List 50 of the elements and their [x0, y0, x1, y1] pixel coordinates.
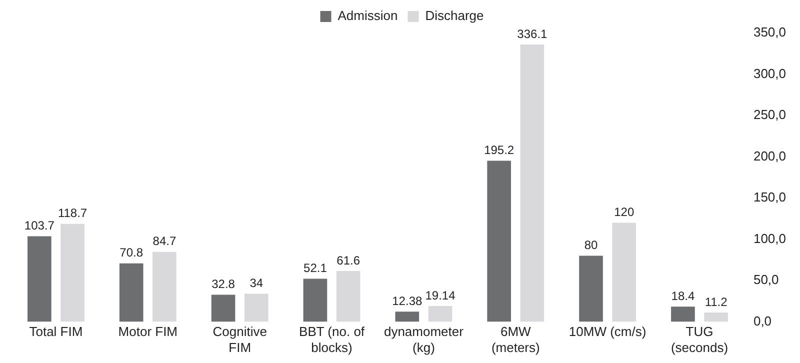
- y-tick-label: 50,0: [753, 272, 779, 288]
- data-label: 34: [250, 276, 264, 290]
- x-tick-label: BBT (no. of blocks): [299, 324, 365, 355]
- data-label: 12.38: [392, 294, 422, 308]
- bar: [395, 312, 420, 322]
- bar: [211, 294, 236, 322]
- data-label: 11.2: [704, 294, 728, 309]
- bar: [119, 263, 144, 322]
- bar: [671, 306, 695, 322]
- x-tick-label: 10MW (cm/s): [568, 324, 646, 340]
- x-tick-label: dynamometer (kg): [384, 324, 464, 355]
- bar: [28, 236, 52, 322]
- y-tick-label: 0,0: [753, 313, 772, 328]
- data-label: 80: [584, 238, 598, 252]
- x-tick-label: Cognitive FIM: [212, 324, 267, 355]
- data-label: 61.6: [336, 253, 360, 268]
- data-label: 195.2: [484, 143, 514, 158]
- bar: [336, 270, 360, 322]
- x-tick-label: TUG (seconds): [670, 324, 728, 355]
- bar: [704, 312, 728, 322]
- bar: [612, 222, 636, 322]
- data-label: 19.14: [425, 288, 456, 302]
- data-label: 32.8: [212, 277, 236, 292]
- y-tick-label: 200,0: [753, 148, 786, 164]
- bar: [579, 256, 603, 322]
- legend-label: Discharge: [425, 8, 484, 24]
- x-tick-label: 6MW (meters): [491, 324, 540, 355]
- y-tick-label: 150,0: [753, 190, 786, 205]
- x-tick-label: Motor FIM: [118, 324, 178, 340]
- bar: [303, 278, 328, 322]
- x-tick-label: Total FIM: [29, 324, 83, 340]
- bar: [60, 224, 84, 322]
- data-label: 52.1: [304, 261, 328, 276]
- data-label: 336.1: [517, 26, 548, 41]
- data-label: 84.7: [152, 234, 176, 248]
- data-label: 18.4: [671, 288, 695, 303]
- data-label: 120: [614, 205, 634, 220]
- data-label: 118.7: [58, 206, 88, 220]
- bar: [428, 306, 452, 322]
- y-tick-label: 300,0: [753, 66, 786, 81]
- data-label: 103.7: [24, 218, 55, 233]
- y-tick-label: 100,0: [753, 230, 786, 246]
- y-tick-label: 350,0: [753, 24, 786, 40]
- data-label: 70.8: [120, 246, 144, 260]
- bar: [152, 252, 176, 322]
- bar: [520, 44, 544, 322]
- bar: [244, 294, 268, 322]
- bar: [487, 160, 511, 322]
- y-tick-label: 250,0: [753, 107, 786, 122]
- legend-label: Admission: [338, 8, 398, 24]
